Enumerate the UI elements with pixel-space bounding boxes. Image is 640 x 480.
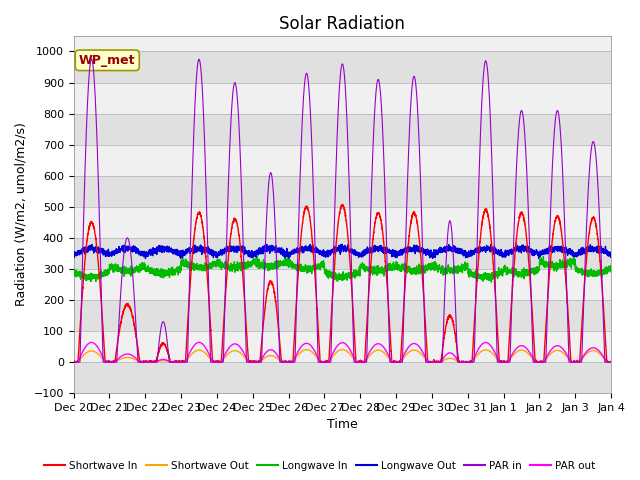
Shortwave Out — [463, 359, 470, 365]
Line: PAR out: PAR out — [74, 342, 611, 362]
Longwave In — [166, 269, 174, 275]
Longwave Out — [323, 250, 330, 256]
Bar — [74, 331, 611, 362]
Longwave In — [323, 270, 330, 276]
Shortwave Out — [607, 359, 615, 365]
Shortwave In — [70, 359, 77, 365]
Y-axis label: Radiation (W/m2, umol/m2/s): Radiation (W/m2, umol/m2/s) — [15, 122, 28, 306]
Line: PAR in: PAR in — [74, 59, 611, 362]
Longwave Out — [493, 249, 501, 254]
Shortwave Out — [70, 359, 77, 365]
Bar — [74, 238, 611, 269]
PAR in — [70, 359, 77, 365]
Bar — [74, 114, 611, 144]
Shortwave In — [463, 359, 470, 365]
Shortwave In — [166, 359, 174, 365]
PAR out — [463, 359, 470, 365]
Longwave In — [493, 269, 501, 275]
PAR in — [88, 56, 95, 62]
Shortwave Out — [433, 359, 441, 365]
PAR in — [463, 359, 470, 365]
PAR out — [70, 359, 77, 365]
Shortwave Out — [323, 359, 330, 365]
Line: Shortwave Out: Shortwave Out — [74, 349, 611, 362]
Longwave Out — [70, 252, 77, 257]
PAR out — [433, 359, 441, 365]
Line: Longwave In: Longwave In — [74, 254, 611, 282]
Shortwave Out — [339, 347, 346, 352]
Bar — [74, 269, 611, 300]
PAR out — [323, 359, 330, 365]
Text: WP_met: WP_met — [79, 54, 136, 67]
Longwave In — [570, 252, 578, 257]
Longwave Out — [141, 256, 149, 262]
PAR out — [493, 355, 501, 360]
Bar — [74, 51, 611, 83]
Bar — [74, 83, 611, 114]
PAR out — [166, 359, 174, 365]
Bar — [74, 207, 611, 238]
Longwave Out — [607, 250, 614, 255]
Bar — [74, 176, 611, 207]
PAR in — [493, 358, 501, 364]
Shortwave In — [607, 359, 615, 365]
PAR in — [323, 359, 330, 365]
Bar — [74, 362, 611, 393]
Shortwave In — [493, 327, 501, 333]
PAR out — [607, 359, 615, 365]
Shortwave In — [323, 359, 330, 364]
PAR in — [607, 359, 614, 365]
Shortwave Out — [607, 359, 614, 365]
Bar — [74, 144, 611, 176]
Longwave Out — [433, 248, 441, 253]
Shortwave In — [70, 359, 77, 365]
Longwave In — [488, 279, 495, 285]
PAR in — [433, 359, 441, 365]
X-axis label: Time: Time — [327, 419, 358, 432]
Longwave In — [607, 267, 615, 273]
Shortwave In — [607, 359, 614, 364]
Longwave In — [433, 266, 441, 272]
PAR in — [166, 359, 174, 365]
Title: Solar Radiation: Solar Radiation — [280, 15, 405, 33]
Shortwave Out — [166, 359, 174, 365]
Longwave In — [607, 269, 614, 275]
Longwave Out — [607, 254, 615, 260]
Longwave Out — [463, 250, 470, 255]
Shortwave In — [339, 202, 346, 207]
Longwave Out — [339, 241, 346, 247]
Line: Shortwave In: Shortwave In — [74, 204, 611, 362]
Bar — [74, 300, 611, 331]
Legend: Shortwave In, Shortwave Out, Longwave In, Longwave Out, PAR in, PAR out: Shortwave In, Shortwave Out, Longwave In… — [40, 456, 600, 475]
PAR out — [607, 359, 614, 365]
Longwave In — [70, 269, 77, 275]
PAR in — [607, 359, 615, 365]
Longwave In — [463, 262, 470, 267]
PAR out — [88, 339, 95, 345]
Line: Longwave Out: Longwave Out — [74, 244, 611, 259]
Shortwave Out — [493, 356, 501, 362]
Longwave Out — [166, 249, 174, 254]
Shortwave In — [433, 359, 441, 364]
